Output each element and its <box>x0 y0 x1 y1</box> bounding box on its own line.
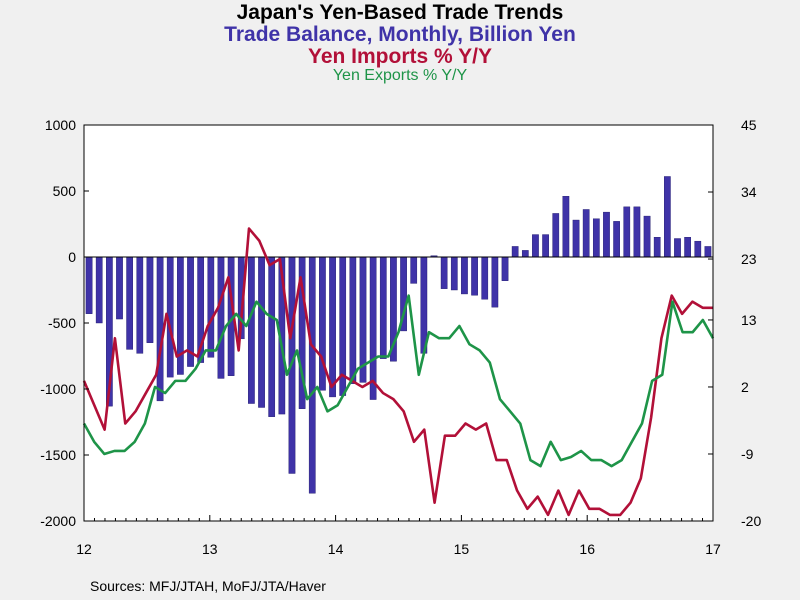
right-tick-label: 45 <box>741 117 757 133</box>
source-note: Sources: MFJ/JTAH, MoFJ/JTA/Haver <box>90 578 326 594</box>
left-tick-label: 500 <box>53 183 77 199</box>
right-tick-label: -20 <box>741 513 761 529</box>
trade-balance-bar <box>95 256 103 324</box>
right-tick-label: 2 <box>741 379 749 395</box>
trade-balance-bar <box>562 196 570 258</box>
chart-title: Japan's Yen-Based Trade Trends <box>236 1 564 24</box>
trade-balance-bar <box>258 256 265 408</box>
right-tick-label: -9 <box>741 446 754 462</box>
right-tick-label: 34 <box>741 184 757 200</box>
trade-balance-bar <box>85 256 93 314</box>
trade-balance-bar <box>552 213 560 258</box>
trade-balance-bar <box>653 236 661 258</box>
trade-balance-bar <box>592 218 600 258</box>
trade-balance-bar <box>674 238 681 258</box>
trade-balance-bar <box>126 256 134 350</box>
exports-line <box>82 294 715 468</box>
imports-line <box>82 227 713 517</box>
trade-balance-bar <box>511 246 519 258</box>
trade-balance-bar <box>532 234 539 258</box>
trade-balance-bar <box>440 256 448 289</box>
left-tick-label: -2000 <box>40 513 76 529</box>
trade-balance-bar <box>369 256 377 400</box>
trade-balance-bar <box>501 256 509 281</box>
trade-balance-bar <box>694 240 702 258</box>
trade-balance-bar <box>248 256 255 404</box>
trade-balance-bar <box>217 256 225 379</box>
trade-balance-bar <box>613 221 620 258</box>
left-tick-label: 0 <box>68 249 76 265</box>
left-tick-label: -1000 <box>40 381 76 397</box>
x-tick-label: 15 <box>454 541 470 557</box>
left-tick-label: -500 <box>48 315 76 331</box>
trade-balance-bar <box>349 256 357 384</box>
x-tick-label: 14 <box>328 541 344 557</box>
trade-balance-bar <box>684 236 691 258</box>
trade-balance-bar <box>481 256 489 300</box>
trade-balance-bar <box>572 219 580 258</box>
right-tick-label: 23 <box>741 251 757 267</box>
trade-balance-bar <box>471 256 478 296</box>
trade-balance-bar <box>329 256 336 398</box>
chart-titles: Japan's Yen-Based Trade Trends Trade Bal… <box>0 0 800 84</box>
trade-balance-bar <box>643 215 651 258</box>
trade-balance-bar <box>268 256 276 417</box>
x-tick-label: 16 <box>579 541 595 557</box>
trade-balance-bar <box>379 256 387 359</box>
left-tick-label: -1500 <box>40 447 76 463</box>
trade-balance-bar <box>450 256 458 291</box>
trade-balance-bar <box>136 256 144 354</box>
trade-balance-bar <box>410 256 418 284</box>
trade-balance-bar <box>156 256 164 402</box>
right-tick-label: 13 <box>741 312 757 328</box>
trade-balance-bar <box>116 256 123 320</box>
trade-balance-bar <box>582 209 590 258</box>
trade-balance-bar <box>664 176 671 258</box>
trade-balance-bar <box>623 206 631 258</box>
x-tick-label: 17 <box>705 541 721 557</box>
chart-subtitle-exports: Yen Exports % Y/Y <box>332 67 468 84</box>
x-tick-label: 13 <box>202 541 218 557</box>
trade-balance-bar <box>633 206 641 258</box>
trade-balance-bar <box>521 250 529 258</box>
x-tick-label: 12 <box>76 541 92 557</box>
trade-balance-bar <box>704 246 712 258</box>
trade-balance-bar <box>207 256 215 358</box>
trade-balance-bar <box>461 256 468 295</box>
left-tick-label: 1000 <box>45 117 76 133</box>
trade-balance-bar <box>308 256 316 494</box>
chart-subtitle-imports: Yen Imports % Y/Y <box>307 45 492 68</box>
chart-subtitle-trade-balance: Trade Balance, Monthly, Billion Yen <box>224 23 576 46</box>
trade-balance-bar <box>146 256 154 344</box>
trade-balance-bar <box>542 234 549 258</box>
trade-balance-bar <box>491 256 499 308</box>
trade-balance-bar <box>603 211 610 258</box>
